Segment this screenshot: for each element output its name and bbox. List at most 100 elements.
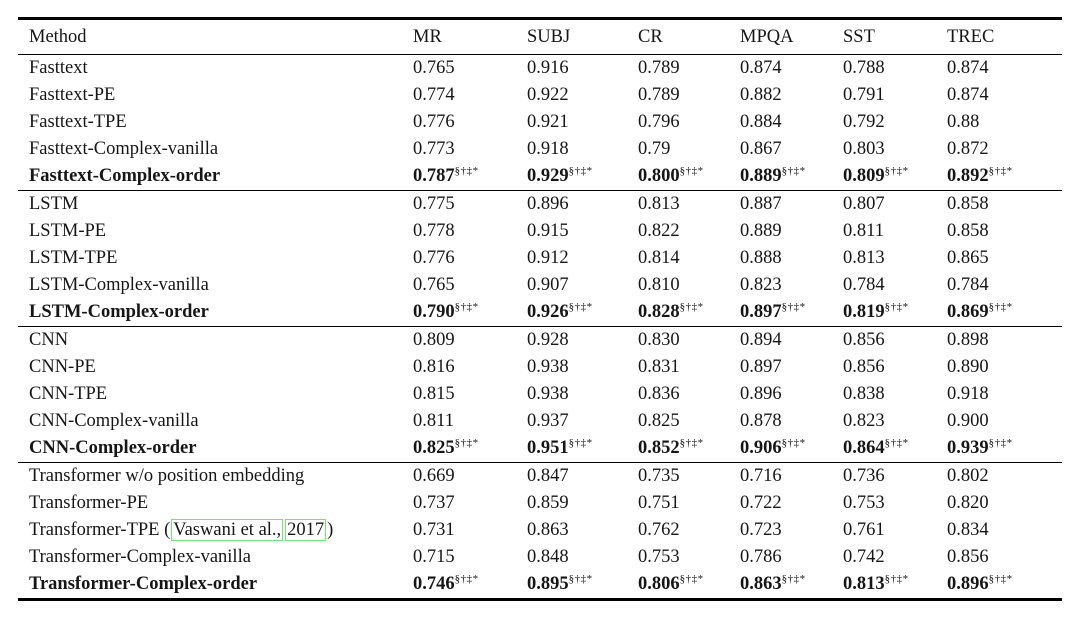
table-row: LSTM-Complex-order 0.790§†‡* 0.926§†‡* 0.82… [18,299,1062,327]
value-cell: 0.715 [413,547,455,567]
value-cell: 0.784 [843,275,885,295]
method-cell: Transformer w/o position embedding [29,466,305,486]
column-header-subj: SUBJ [527,18,638,55]
value-cell: 0.896 [527,194,569,214]
value-cell: 0.916 [527,58,569,78]
significance-marks: §†‡* [988,300,1013,313]
citation-link-year[interactable]: 2017 [285,519,327,541]
value-cell: 0.897 [740,357,782,377]
value-cell: 0.765 [413,275,455,295]
value-cell: 0.813 [638,194,680,214]
value-cell: 0.820 [947,493,989,513]
significance-marks: §†‡* [884,164,909,177]
method-cell: CNN-Complex-order [29,438,197,458]
value-cell: 0.742 [843,547,885,567]
value-cell: 0.892§†‡* [947,164,1013,186]
value-cell: 0.884 [740,112,782,132]
significance-marks: §†‡* [679,572,704,585]
value-cell: 0.938 [527,384,569,404]
table-row: Fasttext-TPE 0.776 0.921 0.796 0.884 0.792 0.8… [18,109,1062,136]
significance-marks: §†‡* [988,164,1013,177]
value-cell: 0.889§†‡* [740,164,806,186]
significance-marks: §†‡* [568,164,593,177]
value-cell: 0.878 [740,411,782,431]
significance-marks: §†‡* [884,436,909,449]
value-cell: 0.790§†‡* [413,300,479,322]
method-cell: LSTM-Complex-order [29,302,209,322]
citation-link-author[interactable]: Vaswani et al., [171,519,284,541]
table-row: Transformer-Complex-vanilla 0.715 0.848 0.7… [18,544,1062,571]
value-cell: 0.79 [638,139,671,159]
significance-marks: §†‡* [781,300,806,313]
table-row: LSTM-TPE 0.776 0.912 0.814 0.888 0.813 0.865 [18,245,1062,272]
value-cell: 0.809 [413,330,455,350]
value-cell: 0.765 [413,58,455,78]
method-cell: LSTM-Complex-vanilla [29,275,209,295]
method-cell: Transformer-Complex-order [29,574,258,594]
value-cell: 0.922 [527,85,569,105]
value-cell: 0.856 [843,357,885,377]
column-header-method: Method [18,18,413,55]
column-header-trec: TREC [947,18,1062,55]
value-cell: 0.838 [843,384,885,404]
method-cell: LSTM-TPE [29,248,118,268]
significance-marks: §†‡* [679,300,704,313]
significance-marks: §†‡* [454,300,479,313]
value-cell: 0.918 [947,384,989,404]
value-cell: 0.863 [527,520,569,540]
value-cell: 0.897§†‡* [740,300,806,322]
value-cell: 0.761 [843,520,885,540]
value-cell: 0.825 [638,411,680,431]
significance-marks: §†‡* [568,436,593,449]
value-cell: 0.898 [947,330,989,350]
value-cell: 0.811 [413,411,454,431]
value-cell: 0.807 [843,194,885,214]
value-cell: 0.896§†‡* [947,572,1013,594]
significance-marks: §†‡* [781,572,806,585]
significance-marks: §†‡* [568,300,593,313]
value-cell: 0.889 [740,221,782,241]
table-row: Transformer-TPE (Vaswani et al., 2017) 0.7… [18,517,1062,544]
value-cell: 0.828§†‡* [638,300,704,322]
value-cell: 0.852§†‡* [638,436,704,458]
value-cell: 0.918 [527,139,569,159]
value-cell: 0.811 [843,221,884,241]
value-cell: 0.791 [843,85,885,105]
table-row: CNN-Complex-vanilla 0.811 0.937 0.825 0.878 0… [18,408,1062,435]
value-cell: 0.774 [413,85,455,105]
value-cell: 0.867 [740,139,782,159]
value-cell: 0.787§†‡* [413,164,479,186]
value-cell: 0.802 [947,466,989,486]
significance-marks: §†‡* [781,164,806,177]
value-cell: 0.848 [527,547,569,567]
method-cell: Fasttext-PE [29,85,116,105]
method-group-2: LSTM 0.775 0.896 0.813 0.887 0.807 0.858 LSTM-P… [18,191,1062,327]
value-cell: 0.796 [638,112,680,132]
value-cell: 0.830 [638,330,680,350]
header-row: Method MR SUBJ CR MPQA SST TREC [18,18,1062,55]
value-cell: 0.723 [740,520,782,540]
value-cell: 0.803 [843,139,885,159]
method-cell: Transformer-PE [29,493,149,513]
value-cell: 0.814 [638,248,680,268]
value-cell: 0.735 [638,466,680,486]
value-cell: 0.810 [638,275,680,295]
value-cell: 0.874 [947,85,989,105]
method-group-4: Transformer w/o position embedding 0.669 0… [18,463,1062,600]
significance-marks: §†‡* [988,436,1013,449]
value-cell: 0.669 [413,466,455,486]
table-row: LSTM 0.775 0.896 0.813 0.887 0.807 0.858 [18,191,1062,219]
method-cell: Fasttext-Complex-vanilla [29,139,219,159]
value-cell: 0.88 [947,112,980,132]
value-cell: 0.823 [740,275,782,295]
value-cell: 0.865 [947,248,989,268]
value-cell: 0.858 [947,194,989,214]
column-header-cr: CR [638,18,740,55]
value-cell: 0.847 [527,466,569,486]
value-cell: 0.859 [527,493,569,513]
value-cell: 0.753 [843,493,885,513]
significance-marks: §†‡* [884,572,909,585]
value-cell: 0.928 [527,330,569,350]
value-cell: 0.864§†‡* [843,436,909,458]
table-row: Transformer-Complex-order 0.746§†‡* 0.895§… [18,571,1062,600]
